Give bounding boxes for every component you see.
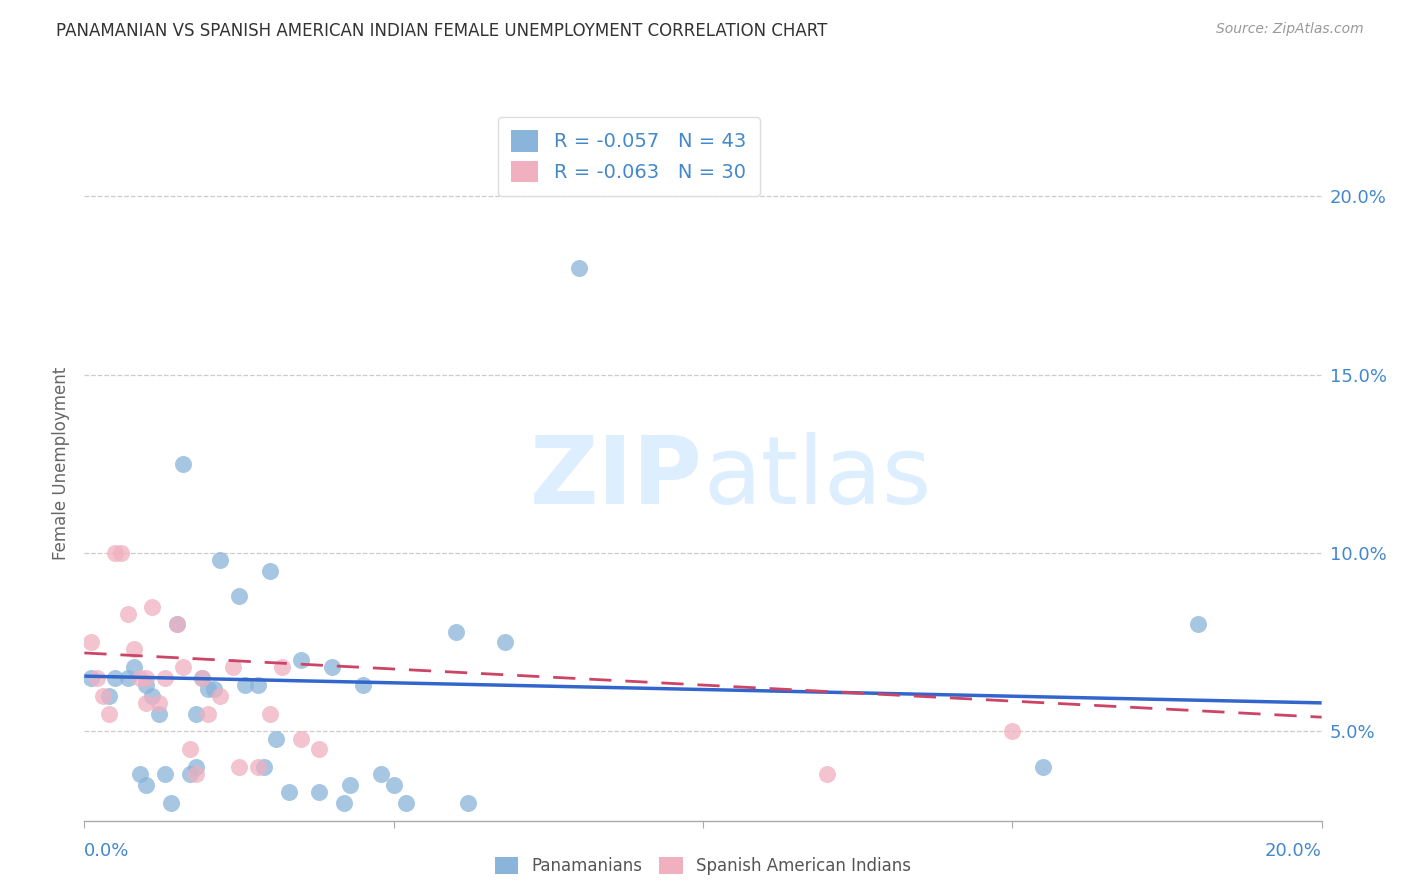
Point xyxy=(166,617,188,632)
Point xyxy=(135,678,157,692)
Point xyxy=(222,660,245,674)
Point xyxy=(321,660,343,674)
Point xyxy=(494,635,516,649)
Point xyxy=(91,689,114,703)
Point xyxy=(1032,760,1054,774)
Point xyxy=(184,706,207,721)
Point xyxy=(122,642,145,657)
Point xyxy=(117,607,139,621)
Point xyxy=(246,760,269,774)
Point xyxy=(98,689,121,703)
Point xyxy=(333,796,356,810)
Point xyxy=(160,796,183,810)
Point xyxy=(228,589,250,603)
Point xyxy=(191,671,214,685)
Point xyxy=(179,767,201,781)
Point xyxy=(135,696,157,710)
Point xyxy=(197,681,219,696)
Point xyxy=(370,767,392,781)
Point xyxy=(457,796,479,810)
Text: ZIP: ZIP xyxy=(530,432,703,524)
Point xyxy=(104,546,127,560)
Point xyxy=(148,706,170,721)
Point xyxy=(86,671,108,685)
Point xyxy=(815,767,838,781)
Point xyxy=(129,767,152,781)
Point xyxy=(290,731,312,746)
Point xyxy=(184,760,207,774)
Text: 0.0%: 0.0% xyxy=(84,842,129,860)
Point xyxy=(179,742,201,756)
Point xyxy=(172,457,194,471)
Y-axis label: Female Unemployment: Female Unemployment xyxy=(52,368,70,560)
Point xyxy=(135,778,157,792)
Point xyxy=(184,767,207,781)
Point xyxy=(233,678,256,692)
Point xyxy=(197,706,219,721)
Point xyxy=(568,260,591,275)
Text: atlas: atlas xyxy=(703,432,931,524)
Point xyxy=(352,678,374,692)
Legend: Panamanians, Spanish American Indians: Panamanians, Spanish American Indians xyxy=(486,849,920,884)
Point xyxy=(339,778,361,792)
Point xyxy=(277,785,299,799)
Point xyxy=(79,671,101,685)
Point xyxy=(395,796,418,810)
Point xyxy=(122,660,145,674)
Text: PANAMANIAN VS SPANISH AMERICAN INDIAN FEMALE UNEMPLOYMENT CORRELATION CHART: PANAMANIAN VS SPANISH AMERICAN INDIAN FE… xyxy=(56,22,828,40)
Point xyxy=(110,546,132,560)
Point xyxy=(104,671,127,685)
Point xyxy=(290,653,312,667)
Point xyxy=(228,760,250,774)
Point xyxy=(444,624,467,639)
Point xyxy=(141,599,163,614)
Point xyxy=(308,785,330,799)
Point xyxy=(141,689,163,703)
Point xyxy=(191,671,214,685)
Point xyxy=(259,706,281,721)
Point xyxy=(166,617,188,632)
Point xyxy=(264,731,287,746)
Point xyxy=(148,696,170,710)
Point xyxy=(79,635,101,649)
Point xyxy=(253,760,276,774)
Point xyxy=(135,671,157,685)
Point xyxy=(271,660,294,674)
Point xyxy=(129,671,152,685)
Point xyxy=(209,689,232,703)
Point xyxy=(1187,617,1209,632)
Point xyxy=(153,671,176,685)
Text: 20.0%: 20.0% xyxy=(1265,842,1322,860)
Point xyxy=(1001,724,1024,739)
Point xyxy=(382,778,405,792)
Point xyxy=(98,706,121,721)
Point xyxy=(202,681,225,696)
Point xyxy=(209,553,232,567)
Point xyxy=(117,671,139,685)
Point xyxy=(153,767,176,781)
Point xyxy=(172,660,194,674)
Point xyxy=(308,742,330,756)
Point xyxy=(246,678,269,692)
Text: Source: ZipAtlas.com: Source: ZipAtlas.com xyxy=(1216,22,1364,37)
Point xyxy=(259,564,281,578)
